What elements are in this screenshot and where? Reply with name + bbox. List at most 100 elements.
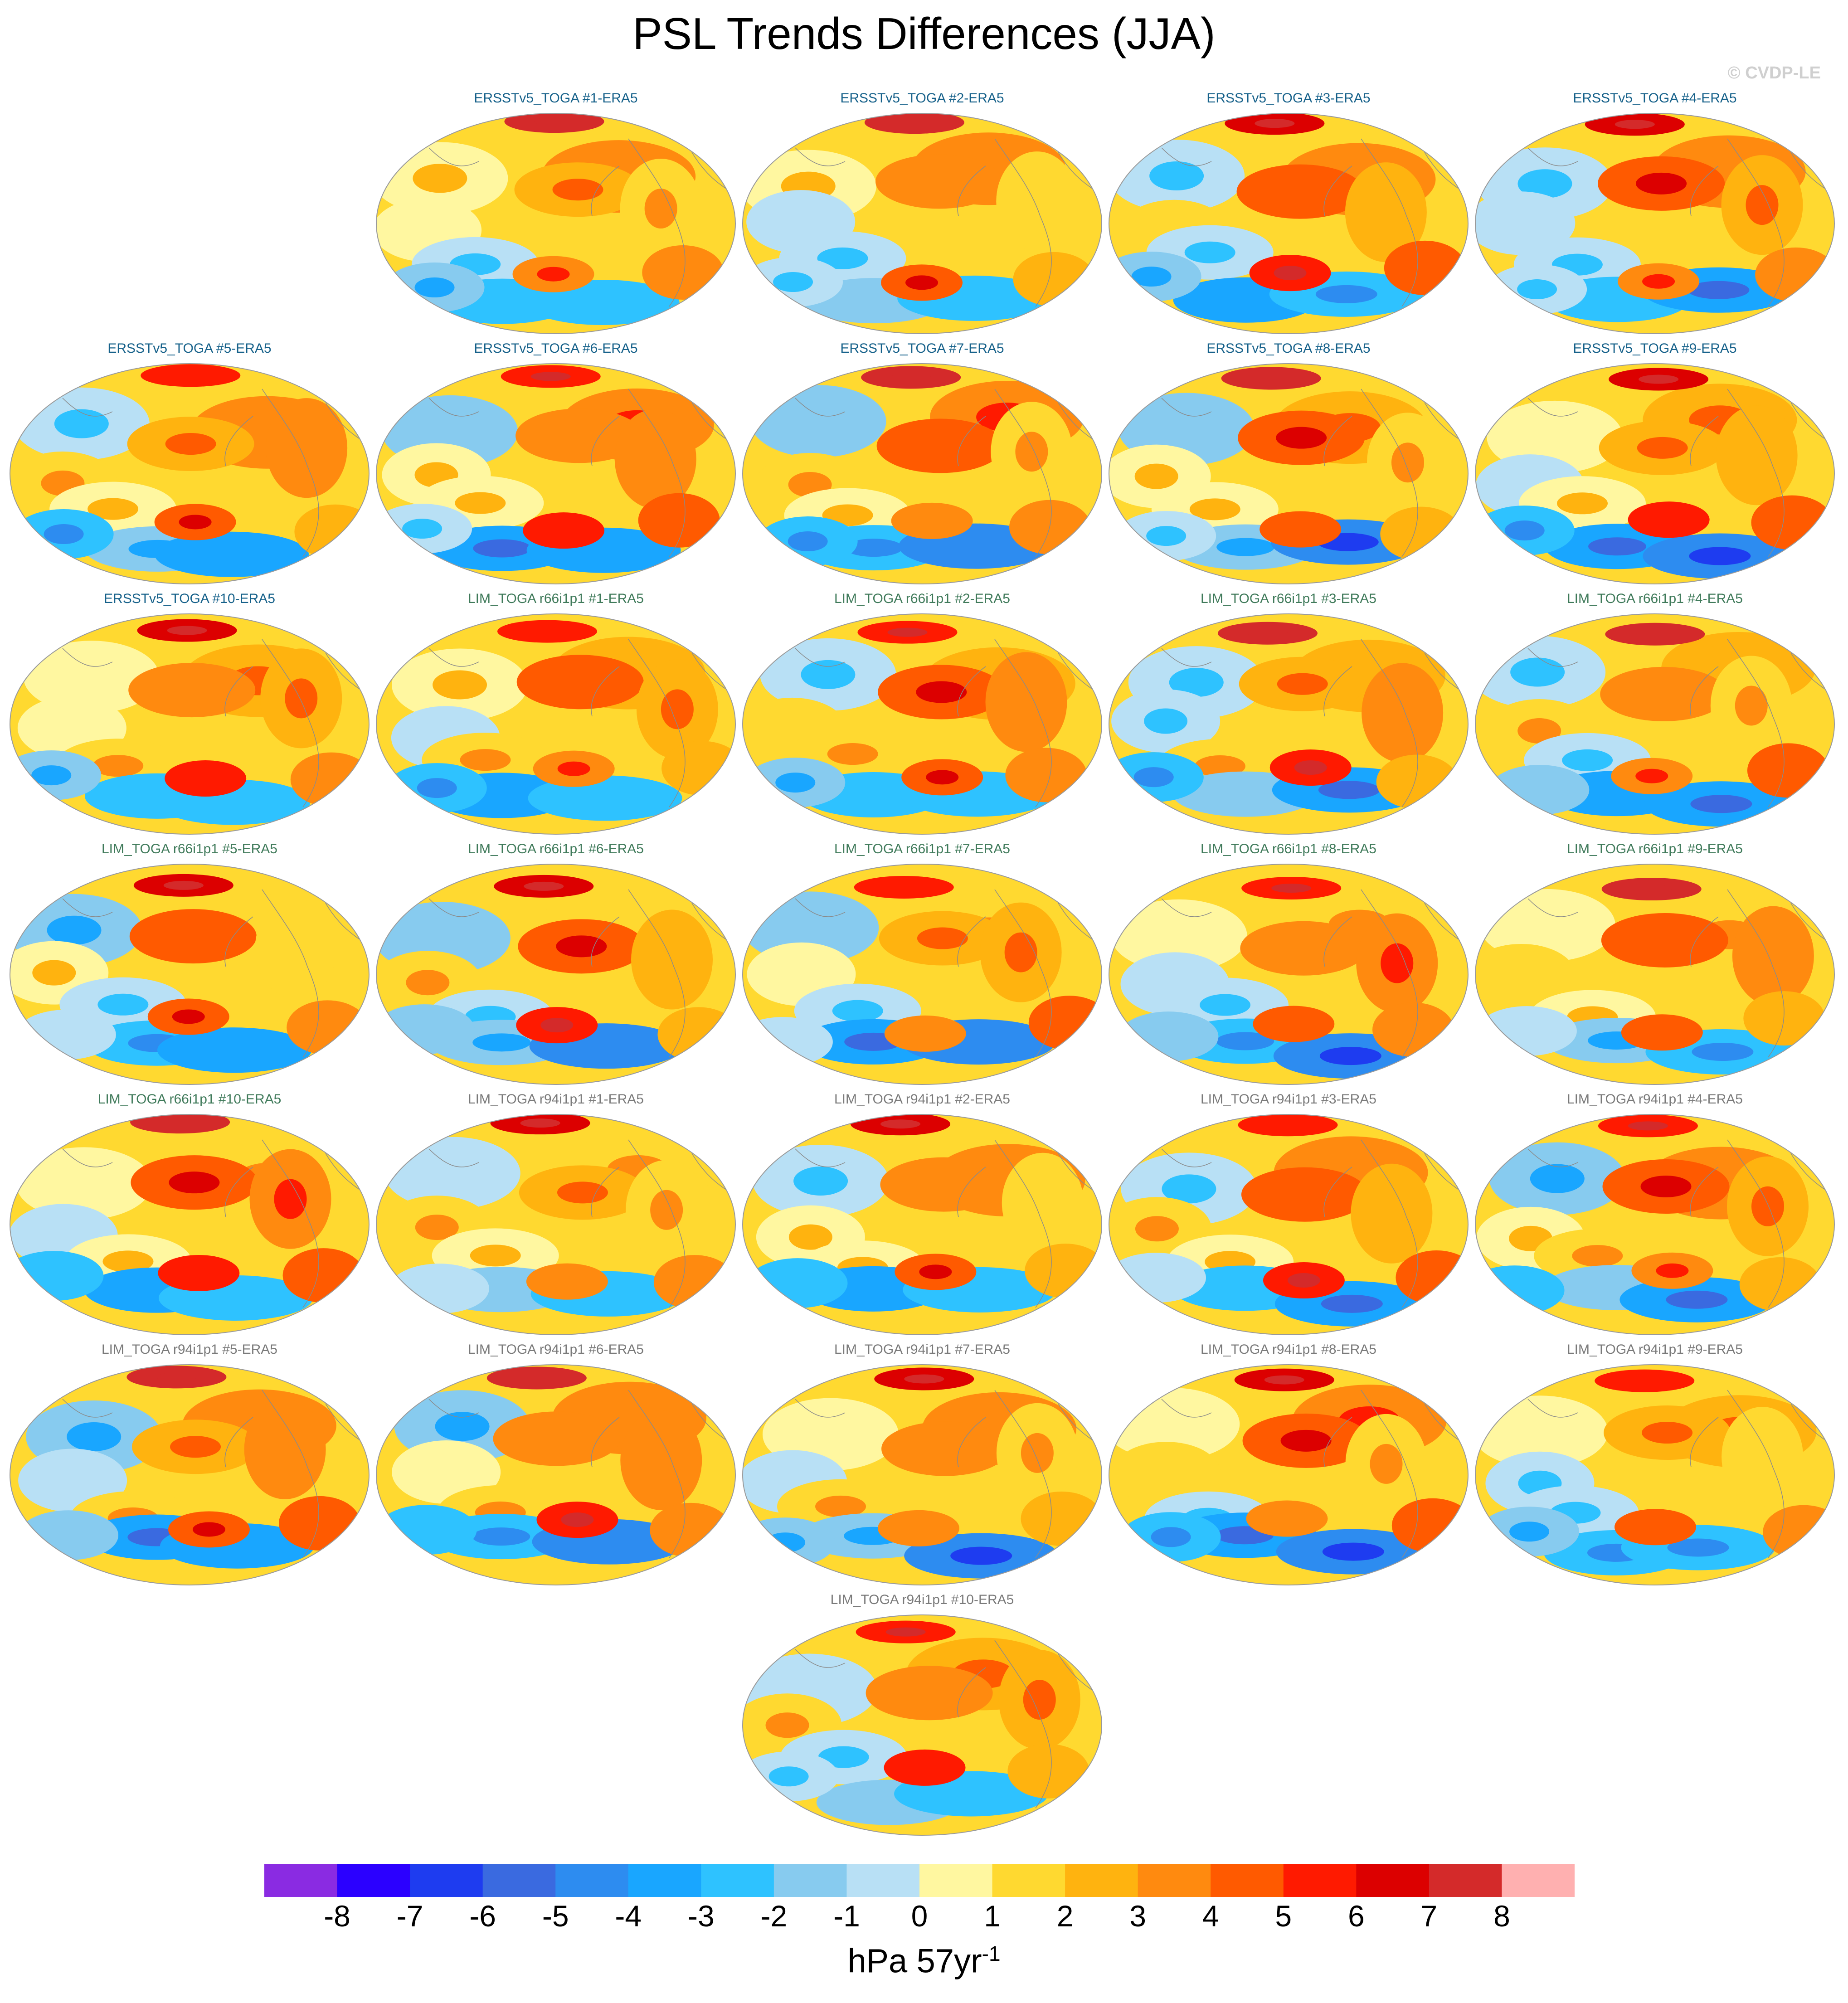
- map-panel: ERSSTv5_TOGA #9-ERA5: [1474, 341, 1836, 586]
- colorbar-swatch: [482, 1864, 556, 1897]
- panel-title: LIM_TOGA r94i1p1 #4-ERA5: [1567, 1092, 1743, 1107]
- colorbar-tick-label: 6: [1347, 1899, 1365, 1933]
- global-map: [1475, 864, 1835, 1085]
- panel-title: LIM_TOGA r94i1p1 #2-ERA5: [834, 1092, 1010, 1107]
- global-map: [1109, 113, 1469, 334]
- panel-title: ERSSTv5_TOGA #6-ERA5: [474, 341, 638, 356]
- colorbar-tick-label: 3: [1129, 1899, 1147, 1933]
- global-map: [1109, 613, 1469, 835]
- map-panel: LIM_TOGA r66i1p1 #9-ERA5: [1474, 841, 1836, 1086]
- global-map: [742, 864, 1102, 1085]
- panel-title: ERSSTv5_TOGA #1-ERA5: [474, 91, 638, 106]
- panel-title: LIM_TOGA r66i1p1 #4-ERA5: [1567, 591, 1743, 606]
- map-panel: ERSSTv5_TOGA #2-ERA5: [741, 91, 1104, 335]
- colorbar-tick-label: -5: [542, 1899, 569, 1933]
- colorbar-swatch: [701, 1864, 774, 1897]
- panel-title: LIM_TOGA r94i1p1 #6-ERA5: [468, 1342, 644, 1357]
- colorbar: [264, 1864, 1575, 1897]
- map-panel: LIM_TOGA r94i1p1 #6-ERA5: [374, 1342, 737, 1587]
- panel-title: LIM_TOGA r66i1p1 #9-ERA5: [1567, 841, 1743, 856]
- map-panel: LIM_TOGA r94i1p1 #5-ERA5: [8, 1342, 371, 1587]
- map-panel: LIM_TOGA r94i1p1 #2-ERA5: [741, 1092, 1104, 1337]
- panel-title: LIM_TOGA r66i1p1 #8-ERA5: [1201, 841, 1376, 856]
- map-panel: LIM_TOGA r66i1p1 #7-ERA5: [741, 841, 1104, 1086]
- colorbar-tick-label: 5: [1275, 1899, 1292, 1933]
- map-panel: LIM_TOGA r94i1p1 #1-ERA5: [374, 1092, 737, 1337]
- colorbar-tick-label: -3: [687, 1899, 715, 1933]
- panel-title: LIM_TOGA r94i1p1 #10-ERA5: [830, 1592, 1014, 1607]
- global-map: [742, 113, 1102, 334]
- map-panel: LIM_TOGA r66i1p1 #10-ERA5: [8, 1092, 371, 1337]
- map-panel: LIM_TOGA r94i1p1 #9-ERA5: [1474, 1342, 1836, 1587]
- map-panel: LIM_TOGA r66i1p1 #3-ERA5: [1107, 591, 1470, 836]
- colorbar-tick-label: 1: [984, 1899, 1001, 1933]
- global-map: [376, 113, 736, 334]
- colorbar-units-label: hPa 57yr-1: [0, 1941, 1848, 1980]
- map-panel: ERSSTv5_TOGA #4-ERA5: [1474, 91, 1836, 335]
- global-map: [1109, 363, 1469, 584]
- panel-title: ERSSTv5_TOGA #7-ERA5: [840, 341, 1004, 356]
- colorbar-swatch: [1429, 1864, 1503, 1897]
- map-panel: LIM_TOGA r66i1p1 #1-ERA5: [374, 591, 737, 836]
- colorbar-tick-label: 4: [1202, 1899, 1219, 1933]
- panel-title: LIM_TOGA r66i1p1 #10-ERA5: [97, 1092, 282, 1107]
- map-panel: LIM_TOGA r94i1p1 #3-ERA5: [1107, 1092, 1470, 1337]
- global-map: [1475, 363, 1835, 584]
- units-base: hPa 57yr: [847, 1942, 982, 1980]
- map-panel: LIM_TOGA r94i1p1 #4-ERA5: [1474, 1092, 1836, 1337]
- global-map: [742, 1614, 1102, 1836]
- global-map: [376, 1114, 736, 1335]
- colorbar-swatch: [1283, 1864, 1357, 1897]
- panel-title: LIM_TOGA r66i1p1 #5-ERA5: [102, 841, 277, 856]
- map-panel: LIM_TOGA r66i1p1 #8-ERA5: [1107, 841, 1470, 1086]
- global-map: [10, 363, 370, 584]
- global-map: [376, 613, 736, 835]
- global-map: [742, 613, 1102, 835]
- map-panel: LIM_TOGA r66i1p1 #5-ERA5: [8, 841, 371, 1086]
- panel-title: LIM_TOGA r94i1p1 #8-ERA5: [1201, 1342, 1376, 1357]
- global-map: [376, 864, 736, 1085]
- map-panel: ERSSTv5_TOGA #7-ERA5: [741, 341, 1104, 586]
- colorbar-swatch: [410, 1864, 483, 1897]
- global-map: [10, 1114, 370, 1335]
- panel-title: LIM_TOGA r66i1p1 #2-ERA5: [834, 591, 1010, 606]
- panel-title: ERSSTv5_TOGA #9-ERA5: [1573, 341, 1737, 356]
- global-map: [10, 1364, 370, 1585]
- colorbar-tick-label: -6: [469, 1899, 496, 1933]
- colorbar-swatch: [1065, 1864, 1138, 1897]
- global-map: [1475, 1364, 1835, 1585]
- colorbar-tick-label: 0: [911, 1899, 928, 1933]
- map-panel: ERSSTv5_TOGA #10-ERA5: [8, 591, 371, 836]
- colorbar-swatch: [555, 1864, 629, 1897]
- global-map: [376, 363, 736, 584]
- colorbar-swatch: [264, 1864, 338, 1897]
- colorbar-swatch: [846, 1864, 920, 1897]
- map-panel: LIM_TOGA r94i1p1 #10-ERA5: [741, 1592, 1104, 1837]
- panel-title: LIM_TOGA r94i1p1 #5-ERA5: [102, 1342, 277, 1357]
- global-map: [376, 1364, 736, 1585]
- colorbar-tick-label: 2: [1056, 1899, 1074, 1933]
- colorbar-swatch: [1502, 1864, 1575, 1897]
- map-panel: LIM_TOGA r66i1p1 #6-ERA5: [374, 841, 737, 1086]
- colorbar-tick-label: -8: [324, 1899, 350, 1933]
- panel-title: LIM_TOGA r94i1p1 #3-ERA5: [1201, 1092, 1376, 1107]
- colorbar-tick-label: -7: [396, 1899, 423, 1933]
- units-superscript: -1: [982, 1942, 1001, 1965]
- panel-title: ERSSTv5_TOGA #3-ERA5: [1206, 91, 1371, 106]
- map-panel: LIM_TOGA r66i1p1 #4-ERA5: [1474, 591, 1836, 836]
- colorbar-tick-label: -2: [760, 1899, 788, 1933]
- map-panel: ERSSTv5_TOGA #8-ERA5: [1107, 341, 1470, 586]
- panel-title: LIM_TOGA r94i1p1 #7-ERA5: [834, 1342, 1010, 1357]
- map-panel: ERSSTv5_TOGA #5-ERA5: [8, 341, 371, 586]
- panel-title: ERSSTv5_TOGA #4-ERA5: [1573, 91, 1737, 106]
- colorbar-swatch: [1356, 1864, 1430, 1897]
- colorbar-swatch: [1211, 1864, 1284, 1897]
- panel-title: LIM_TOGA r94i1p1 #9-ERA5: [1567, 1342, 1743, 1357]
- global-map: [1109, 1364, 1469, 1585]
- panel-title: LIM_TOGA r94i1p1 #1-ERA5: [468, 1092, 644, 1107]
- map-panel: ERSSTv5_TOGA #3-ERA5: [1107, 91, 1470, 335]
- map-panel: LIM_TOGA r94i1p1 #7-ERA5: [741, 1342, 1104, 1587]
- global-map: [742, 1364, 1102, 1585]
- global-map: [1475, 613, 1835, 835]
